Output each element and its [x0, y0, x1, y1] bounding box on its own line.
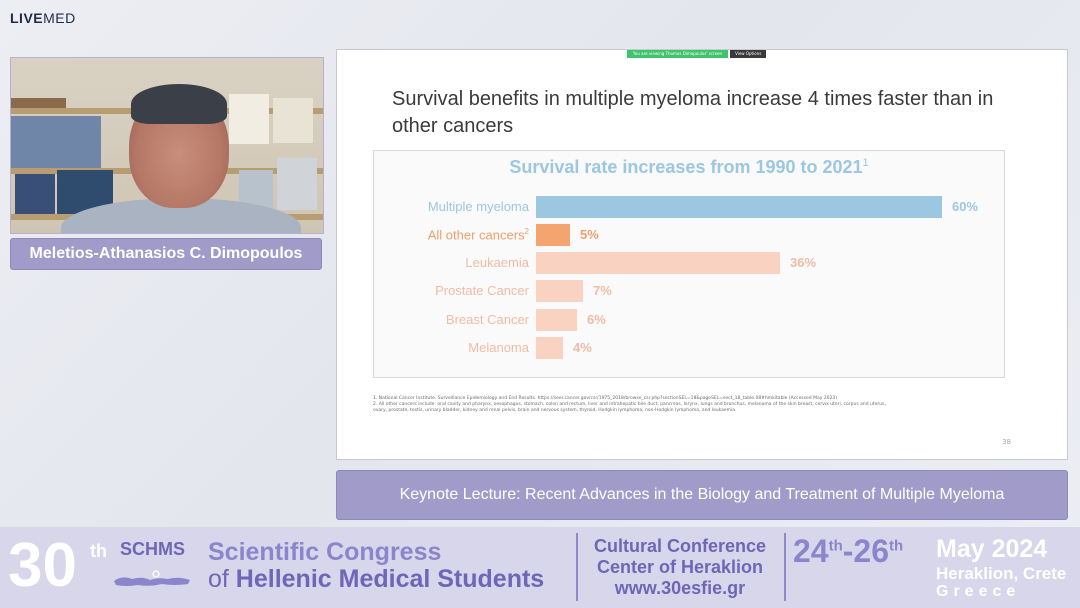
category-label-text: Breast Cancer [445, 312, 529, 327]
footer-divider [784, 533, 786, 601]
book [11, 98, 66, 108]
date-start: 24 [793, 533, 829, 569]
data-label: 6% [587, 312, 606, 327]
category-footnote-ref: 2 [524, 227, 529, 236]
date-separator: - [842, 533, 854, 569]
congress-title-line-2: of Hellenic Medical Students [208, 565, 544, 594]
book [15, 174, 55, 214]
date-start-suffix: th [828, 537, 843, 555]
logo-live: LIVE [10, 10, 44, 26]
category-label: Leukaemia [465, 255, 529, 270]
congress-month-year: May 2024 [936, 535, 1048, 563]
category-label: Breast Cancer [446, 312, 529, 327]
bar [536, 280, 583, 302]
framed-picture [273, 98, 313, 143]
slide-footnotes: 1. National Cancer Institute. Surveillan… [373, 396, 893, 414]
venue-line-2: Center of Heraklion [596, 557, 764, 577]
congress-dates: 24th-26th [793, 533, 903, 570]
congress-number-suffix: th [90, 541, 107, 561]
category-label: Prostate Cancer [435, 283, 529, 298]
category-label: Multiple myeloma [428, 199, 529, 214]
data-label: 60% [952, 199, 979, 214]
category-label: Melanoma [468, 340, 529, 355]
category-label-text: All other cancers [427, 227, 525, 243]
congress-title-line-1: Scientific Congress [208, 538, 442, 566]
lecture-title-banner: Keynote Lecture: Recent Advances in the … [336, 470, 1068, 520]
bar [536, 196, 942, 218]
venue-block: Cultural Conference Center of Heraklion … [582, 536, 778, 599]
congress-city: Heraklion, Crete [936, 564, 1067, 583]
date-end: 26 [853, 533, 890, 569]
speaker-name-tag: Meletios-Athanasios C. Dimopoulos [10, 238, 322, 270]
footer-divider [576, 533, 578, 601]
screen-share-bar: You are viewing Thomas Dimopoulos' scree… [627, 50, 767, 58]
slide-title: Survival benefits in multiple myeloma in… [392, 88, 994, 137]
view-options-button[interactable]: View Options [730, 50, 767, 58]
congress-country: Greece [936, 583, 1021, 600]
bar [536, 224, 570, 246]
society-name: SCHMS [120, 539, 186, 559]
logo-med: MED [43, 10, 76, 26]
chart-title-text: Survival rate increases from 1990 to 202… [509, 157, 863, 177]
category-label-text: Prostate Cancer [435, 283, 529, 298]
data-label: 4% [573, 340, 592, 355]
data-label: 5% [580, 227, 599, 242]
chart-title-footnote-ref: 1 [862, 157, 869, 169]
category-label-text: Multiple myeloma [427, 199, 529, 214]
congress-title-hellenic: Hellenic Medical Students [235, 565, 545, 593]
bar [536, 252, 780, 274]
bar [536, 337, 563, 359]
venue-line-1: Cultural Conference [593, 536, 767, 556]
crete-map-icon [114, 570, 190, 586]
speaker-hair [131, 84, 227, 124]
bar [536, 309, 577, 331]
congress-footer: 30 th SCHMS Scientific Congress of Helle… [0, 527, 1080, 608]
book [277, 158, 317, 210]
date-end-suffix: th [889, 537, 904, 555]
data-label: 7% [593, 283, 612, 298]
screen-share-notice: You are viewing Thomas Dimopoulos' scree… [627, 50, 729, 58]
data-label: 36% [790, 255, 817, 270]
congress-number: 30 [8, 531, 77, 600]
category-label-text: Melanoma [468, 340, 529, 355]
slide-page-number: 38 [1002, 438, 1011, 446]
survival-chart: Survival rate increases from 1990 to 202… [373, 150, 1005, 378]
speaker-video [10, 57, 324, 234]
book [11, 116, 101, 168]
framed-picture [229, 94, 269, 144]
category-label-text: Leukaemia [465, 255, 529, 270]
footnote-2: 2. All other cancers include: oral cavit… [373, 402, 886, 413]
footnote-1: 1. National Cancer Institute. Surveillan… [373, 396, 838, 401]
livemed-logo: LIVEMED [10, 10, 76, 26]
congress-title-of: of [208, 565, 236, 593]
congress-website-link[interactable]: www.30esfie.gr [614, 578, 746, 598]
category-label: All other cancers2 [428, 227, 529, 242]
shared-slide: You are viewing Thomas Dimopoulos' scree… [336, 49, 1068, 460]
chart-title: Survival rate increases from 1990 to 202… [374, 157, 1004, 178]
